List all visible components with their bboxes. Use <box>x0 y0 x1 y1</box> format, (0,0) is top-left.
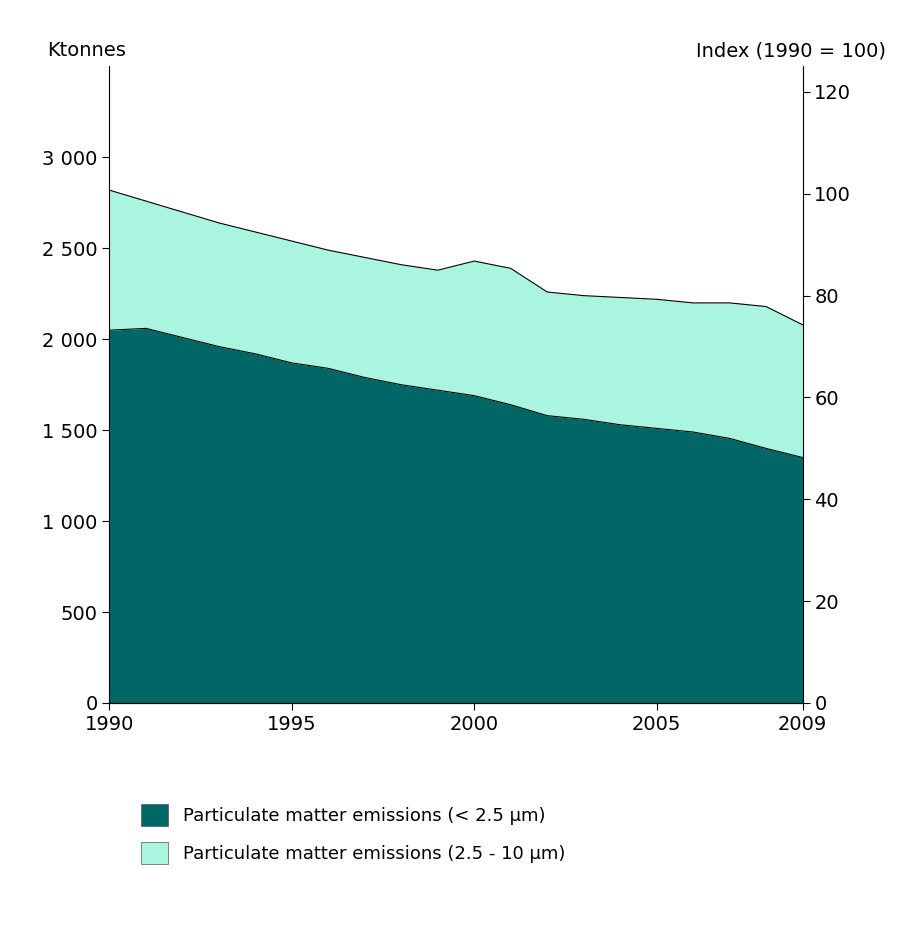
Text: Index (1990 = 100): Index (1990 = 100) <box>695 41 885 60</box>
Legend: Particulate matter emissions (< 2.5 μm), Particulate matter emissions (2.5 - 10 : Particulate matter emissions (< 2.5 μm),… <box>132 795 574 873</box>
Text: Ktonnes: Ktonnes <box>47 41 126 60</box>
